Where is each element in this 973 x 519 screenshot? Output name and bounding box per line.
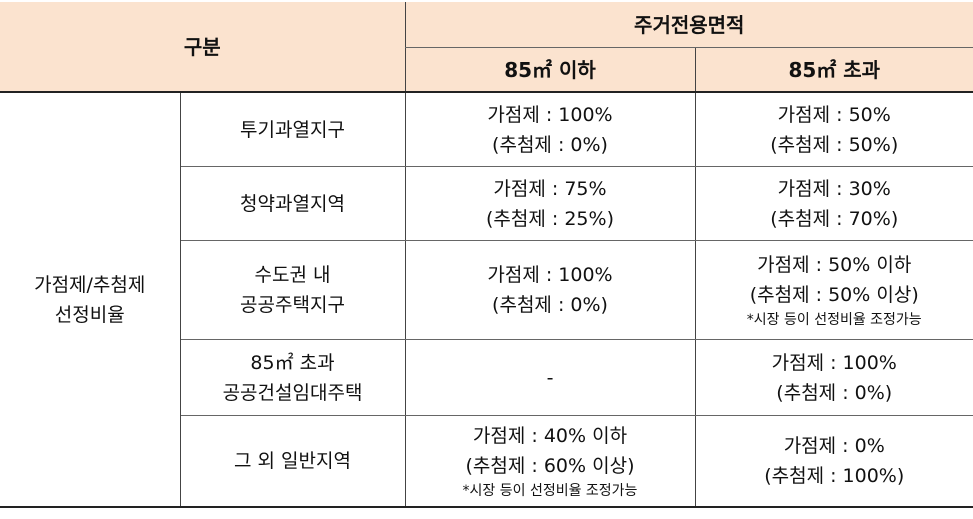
lottery-ratio: (추첨제 : 0%) [492, 294, 608, 316]
point-ratio: 가점제 : 100% [771, 351, 897, 374]
row-label: 수도권 내 공공주택지구 [180, 240, 406, 340]
ratio-cell-over-85: 가점제 : 50% (추첨제 : 50%) [695, 92, 973, 167]
point-ratio: 가점제 : 100% [487, 264, 613, 286]
row-label: 투기과열지구 [180, 92, 406, 167]
ratio-cell-85-or-less: - [405, 339, 696, 416]
row-label: 청약과열지역 [180, 166, 406, 241]
adjustment-note: *시장 등이 선정비율 조정가능 [746, 312, 922, 328]
ratio-cell-85-or-less: 가점제 : 40% 이하 (추첨제 : 60% 이상) *시장 등이 선정비율 … [405, 415, 696, 508]
adjustment-note: *시장 등이 선정비율 조정가능 [462, 483, 638, 499]
ratio-cell-over-85: 가점제 : 30% (추첨제 : 70%) [695, 166, 973, 241]
lottery-ratio: (추첨제 : 50%) [770, 133, 899, 156]
lottery-ratio: (추첨제 : 25%) [486, 207, 614, 230]
ratio-cell-over-85: 가점제 : 100% (추첨제 : 0%) [695, 339, 973, 416]
point-ratio: 가점제 : 40% 이하 [472, 425, 628, 447]
row-label-text: 수도권 내 [254, 264, 331, 286]
category-line: 가점제/추첨제 [34, 273, 146, 296]
row-label-text: 그 외 일반지역 [234, 450, 351, 472]
header-over-85: 85㎡ 초과 [694, 47, 973, 93]
header-exclusive-area: 주거전용면적 [404, 2, 973, 48]
category-cell: 가점제/추첨제 선정비율 [0, 92, 181, 508]
row-label-text: 공공건설임대주택 [222, 381, 363, 404]
row-label-text: 85㎡ 초과 [250, 351, 335, 374]
point-ratio: 가점제 : 100% [487, 103, 613, 126]
row-label-text: 청약과열지역 [240, 192, 345, 215]
row-label-text: 투기과열지구 [240, 118, 345, 141]
ratio-cell-85-or-less: 가점제 : 75% (추첨제 : 25%) [405, 166, 696, 241]
lottery-ratio: (추첨제 : 0%) [776, 381, 893, 404]
lottery-ratio: (추첨제 : 50% 이상) [749, 284, 919, 306]
point-ratio: 가점제 : 50% 이하 [757, 254, 912, 276]
lottery-ratio: (추첨제 : 70%) [770, 207, 899, 230]
header-gubun: 구분 [0, 2, 405, 93]
point-ratio: 가점제 : 75% [493, 177, 607, 200]
ratio-cell-over-85: 가점제 : 0% (추첨제 : 100%) [695, 415, 973, 508]
lottery-ratio: (추첨제 : 0%) [492, 133, 608, 156]
ratio-cell-85-or-less: 가점제 : 100% (추첨제 : 0%) [405, 240, 696, 340]
point-ratio: 가점제 : 0% [783, 435, 885, 457]
row-label-text: 공공주택지구 [240, 294, 345, 316]
lottery-ratio: (추첨제 : 100%) [764, 465, 905, 487]
row-label: 85㎡ 초과 공공건설임대주택 [180, 339, 406, 416]
header-85-or-less: 85㎡ 이하 [404, 47, 695, 93]
category-line: 선정비율 [54, 303, 125, 326]
not-applicable-dash: - [546, 366, 554, 389]
ratio-cell-85-or-less: 가점제 : 100% (추첨제 : 0%) [405, 92, 696, 167]
allocation-ratio-table: 구분 주거전용면적 85㎡ 이하 85㎡ 초과 가점제/추첨제 선정비율 투기과… [0, 2, 973, 508]
ratio-cell-over-85: 가점제 : 50% 이하 (추첨제 : 50% 이상) *시장 등이 선정비율 … [695, 240, 973, 340]
point-ratio: 가점제 : 30% [777, 177, 891, 200]
row-label: 그 외 일반지역 [180, 415, 406, 508]
point-ratio: 가점제 : 50% [777, 103, 891, 126]
lottery-ratio: (추첨제 : 60% 이상) [465, 455, 635, 477]
